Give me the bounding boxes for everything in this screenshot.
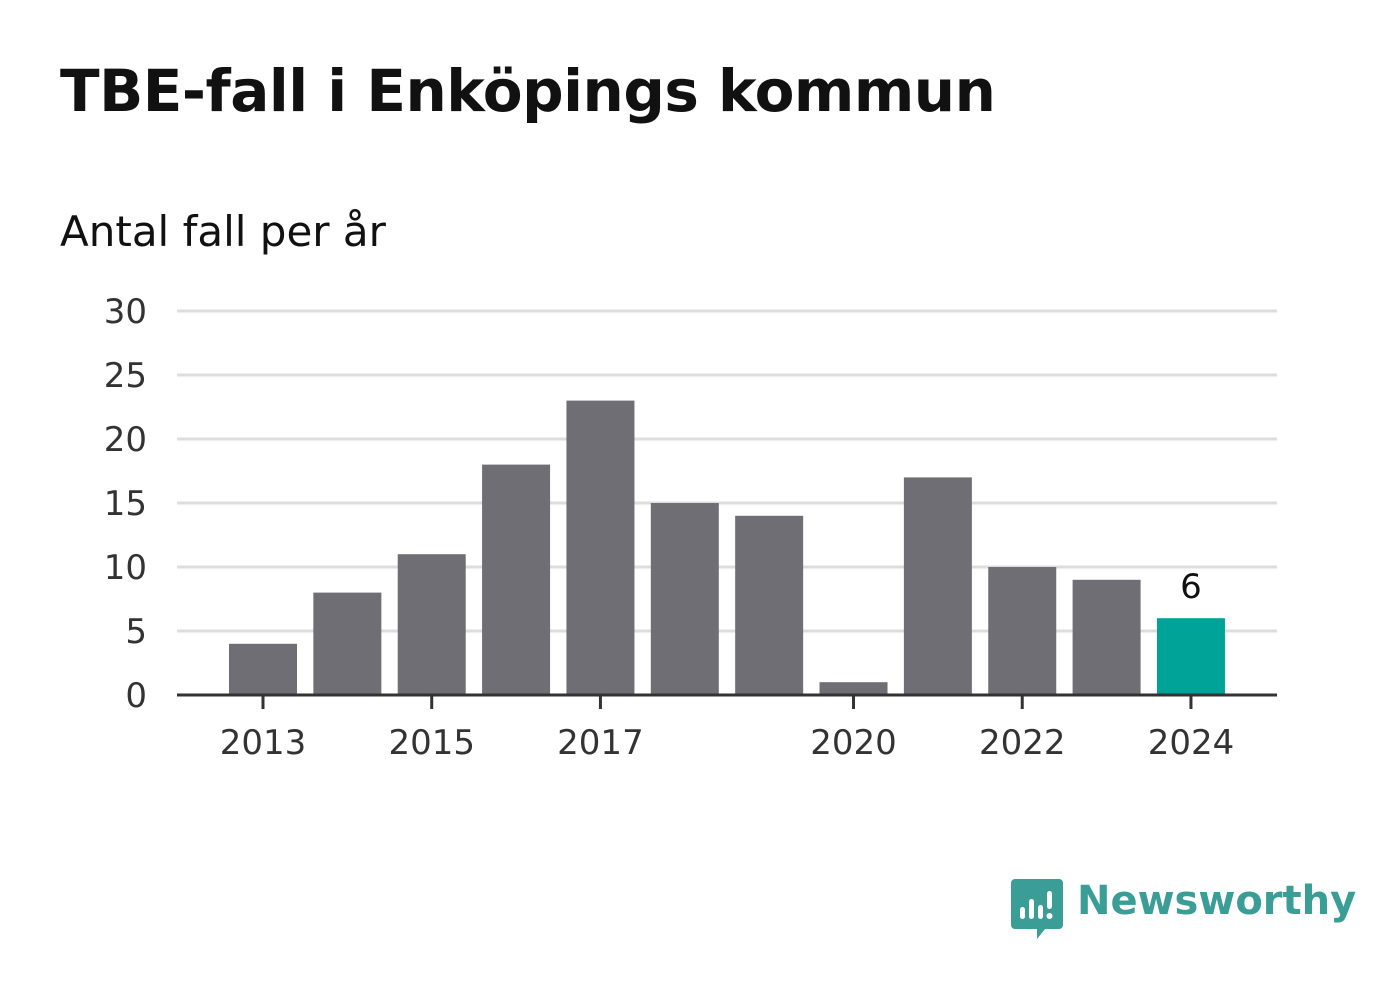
y-tick-label: 0: [125, 676, 147, 716]
y-tick-label: 25: [104, 356, 147, 396]
data-label: 6: [1180, 567, 1202, 607]
y-tick-label: 30: [104, 292, 147, 332]
newsworthy-logo-icon: [1011, 879, 1063, 939]
y-axis: 0 5 10 15 20 25 30: [104, 292, 147, 716]
brand-logo: Newsworthy: [1011, 879, 1356, 939]
bar-2023: [1072, 579, 1141, 695]
x-axis: 2013 2015 2017 2020 2022 2024: [177, 693, 1277, 763]
bar-2020: [819, 682, 888, 695]
bar-2014: [313, 592, 382, 695]
bar-2016: [482, 464, 551, 695]
x-tick-label: 2017: [557, 723, 644, 763]
chart-title: TBE-fall i Enköpings kommun: [60, 57, 996, 125]
data-labels: 6: [1180, 567, 1202, 607]
x-tick-label: 2015: [388, 723, 475, 763]
bar-2017: [566, 400, 635, 695]
x-tick-label: 2022: [979, 723, 1066, 763]
y-tick-label: 15: [104, 484, 147, 524]
bar-2021: [903, 477, 972, 695]
bars: [229, 400, 1225, 695]
chart-subtitle: Antal fall per år: [60, 207, 386, 256]
bar-2019: [735, 515, 804, 695]
y-tick-label: 20: [104, 420, 147, 460]
y-tick-label: 10: [104, 548, 147, 588]
y-tick-label: 5: [125, 612, 147, 652]
x-tick-label: 2020: [810, 723, 897, 763]
bar-2018: [650, 503, 719, 695]
bar-2024: [1156, 618, 1225, 695]
bar-2015: [397, 554, 466, 695]
brand-name: Newsworthy: [1077, 878, 1357, 924]
x-tick-label: 2024: [1148, 723, 1235, 763]
bar-2022: [988, 567, 1057, 695]
x-tick-label: 2013: [220, 723, 307, 763]
bar-2013: [229, 643, 297, 695]
